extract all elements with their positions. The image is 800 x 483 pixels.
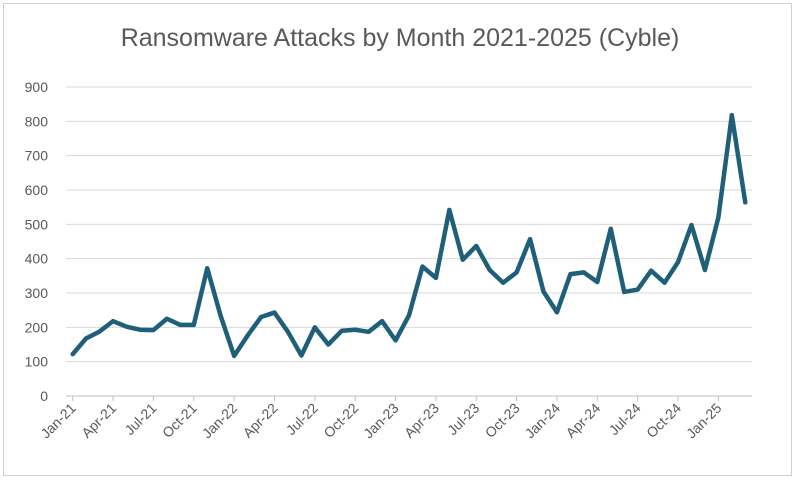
y-tick-label: 100 xyxy=(25,354,49,370)
x-tick-label: Jul-24 xyxy=(606,400,644,438)
data-point xyxy=(460,257,465,262)
data-point xyxy=(70,352,75,357)
data-point xyxy=(595,280,600,285)
x-tick-label: Apr-23 xyxy=(401,400,442,441)
data-point xyxy=(164,316,169,321)
chart-title: Ransomware Attacks by Month 2021-2025 (C… xyxy=(120,24,680,52)
data-point xyxy=(420,264,425,269)
y-tick-label: 200 xyxy=(25,319,49,335)
data-point xyxy=(124,324,129,329)
data-point xyxy=(205,266,210,271)
x-tick-label: Oct-21 xyxy=(159,400,200,441)
chart-area[interactable] xyxy=(3,3,792,476)
data-point xyxy=(501,280,506,285)
data-points xyxy=(70,113,748,358)
y-tick-label: 500 xyxy=(25,216,49,232)
x-tick-label: Oct-22 xyxy=(320,400,361,441)
x-tick-label: Oct-23 xyxy=(482,400,523,441)
data-point xyxy=(689,223,694,228)
data-point xyxy=(608,226,613,231)
y-tick-label: 0 xyxy=(40,388,48,404)
y-tick-label: 300 xyxy=(25,285,49,301)
data-point xyxy=(729,113,734,118)
x-tick-label: Jul-23 xyxy=(444,400,482,438)
data-point xyxy=(191,322,196,327)
data-point xyxy=(528,237,533,242)
data-point xyxy=(137,327,142,332)
data-point xyxy=(151,328,156,333)
data-point xyxy=(474,243,479,248)
x-tick-label: Jul-22 xyxy=(283,400,321,438)
data-point xyxy=(326,342,331,347)
y-axis: 0 100 200 300 400 500 600 700 800 900 xyxy=(25,79,49,404)
data-point xyxy=(218,314,223,319)
x-tick-label: Jan-22 xyxy=(199,400,241,442)
data-point xyxy=(447,207,452,212)
x-tick-label: Apr-24 xyxy=(562,400,603,441)
x-tick-label: Jan-24 xyxy=(521,400,563,442)
data-point xyxy=(272,310,277,315)
gridlines xyxy=(66,86,752,363)
y-tick-label: 400 xyxy=(25,251,49,267)
data-point xyxy=(676,260,681,265)
data-point xyxy=(743,200,748,205)
data-point xyxy=(84,336,89,341)
y-tick-label: 800 xyxy=(25,113,49,129)
data-point xyxy=(97,329,102,334)
y-tick-label: 700 xyxy=(25,148,49,164)
data-point xyxy=(393,338,398,343)
data-point xyxy=(635,287,640,292)
x-tick-label: Jul-21 xyxy=(121,400,159,438)
data-point xyxy=(299,353,304,358)
data-point xyxy=(259,315,264,320)
y-tick-label: 900 xyxy=(25,79,49,95)
x-tick-label: Jan-21 xyxy=(37,400,79,442)
data-point xyxy=(285,329,290,334)
data-point xyxy=(568,272,573,277)
data-point xyxy=(514,270,519,275)
data-point xyxy=(232,353,237,358)
x-tick-label: Oct-24 xyxy=(643,400,684,441)
x-tick-label: Apr-21 xyxy=(78,400,119,441)
data-point xyxy=(433,275,438,280)
y-tick-label: 600 xyxy=(25,182,49,198)
data-point xyxy=(487,267,492,272)
data-point xyxy=(178,322,183,327)
data-point xyxy=(554,310,559,315)
data-point xyxy=(339,328,344,333)
series-line xyxy=(70,112,748,359)
x-tick-label: Apr-22 xyxy=(240,400,281,441)
data-point xyxy=(702,267,707,272)
data-point xyxy=(622,289,627,294)
x-tick-label: Jan-25 xyxy=(683,400,725,442)
data-point xyxy=(353,327,358,332)
data-point xyxy=(407,313,411,318)
data-point xyxy=(662,280,667,285)
data-point xyxy=(716,215,721,220)
x-tick-label: Jan-23 xyxy=(360,400,402,442)
data-point xyxy=(380,319,385,324)
data-point xyxy=(541,289,546,294)
data-point xyxy=(312,325,317,330)
data-point xyxy=(649,268,654,273)
data-point xyxy=(245,333,250,338)
data-point xyxy=(581,270,586,275)
data-point xyxy=(111,319,116,324)
data-point xyxy=(366,329,371,334)
